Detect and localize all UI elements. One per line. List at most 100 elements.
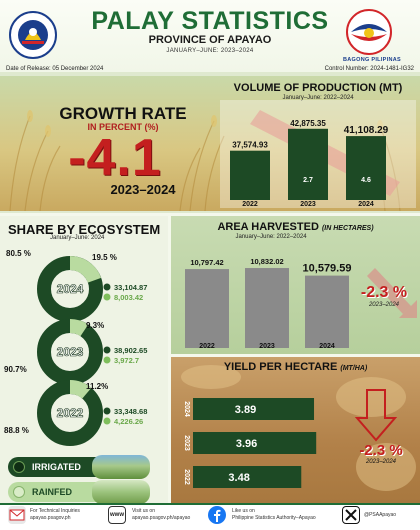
area-year-label: 2022 [199,343,215,350]
area-year-label: 2024 [319,343,335,350]
area-harvested-subtitle: January–June: 2022–2024 [235,234,307,240]
page-title: PALAY STATISTICS [91,7,329,35]
production-year-label: 2024 [358,201,374,208]
facebook-icon[interactable] [208,506,226,524]
irrigated-value: 33,104.87 [114,283,147,292]
legend-irrigated-label: IRRIGATED [32,462,81,472]
bagong-pilipinas-label: BAGONG PILIPINAS [343,57,401,63]
section-divider [0,213,420,216]
donut-rainfed-slice [37,256,103,322]
yield-bar [193,432,317,454]
yield-unit: (MT/HA) [340,365,368,372]
release-date: Date of Release: 05 December 2024 [6,66,104,72]
donut-year-label: 2024 [57,282,84,296]
area-arrow-shape [367,268,411,314]
email-line2: apayao.psagov.ph [30,515,71,521]
page-subtitle: PROVINCE OF APAYAO [148,34,272,46]
production-value-label: 37,574.93 [232,141,268,150]
yield-value-label: 3.96 [236,438,257,450]
yield-bar-chart: 3.89 2024 3.96 2023 3.48 2022 [183,389,398,488]
donut-irrigated-pct: 88.8 % [4,426,29,435]
irrigated-bullet [103,346,111,354]
area-bar [185,269,229,348]
psa-logo-icon [9,11,57,59]
irrigated-value: 38,902.65 [114,346,147,355]
rainfed-value: 4,226.26 [114,417,143,426]
growth-rate-value: -4.1 [68,129,162,187]
area-value-label: 10,579.59 [303,263,352,275]
yield-bar [193,466,302,488]
growth-rate-title: GROWTH RATE [59,104,187,123]
area-value-label: 10,797.42 [190,258,223,267]
facebook-contact[interactable]: Like us on Philippine Statistics Authori… [232,508,316,522]
production-bar [346,136,386,200]
production-value-label: 42,875.35 [290,119,326,128]
web-line2: apayao.psagov.ph/apayao [132,515,191,521]
production-year-label: 2023 [300,201,316,208]
area-bar [245,268,289,348]
rainfed-value: 8,003.42 [114,293,143,302]
rainfed-bullet [103,417,111,425]
area-bar [305,275,349,348]
ecosystem-title: SHARE BY ECOSYSTEM [8,222,161,237]
ecosystem-subtitle: January–June: 2024 [50,235,105,241]
x-handle[interactable]: @PSAApayao [364,512,397,518]
yield-year-label: 2024 [183,401,190,417]
donut-rainfed-pct: 11.2% [86,382,108,391]
section-divider [171,354,420,357]
rainfed-field-image [92,480,150,504]
yield-growth-years: 2023–2024 [365,459,397,465]
area-value-label: 10,832.02 [250,257,283,266]
irrigated-bullet [103,283,111,291]
area-harvested-growth: -2.3 % [360,284,408,301]
yield-title-text: YIELD PER HECTARE [223,361,338,373]
area-harvested-bar-chart: 10,797.42 2022 10,832.02 2023 10,579.59 2024 [185,257,417,350]
production-bar [288,128,328,200]
donut-irrigated-pct: 80.5 % [6,249,31,258]
donut-year-label: 2023 [57,345,84,359]
x-twitter-icon[interactable] [342,506,360,524]
donut-irrigated-pct: 90.7% [4,365,27,374]
area-harvested-unit: (IN HECTARES) [321,225,374,232]
growth-rate-years: 2023–2024 [110,182,176,197]
growth-rate-subtitle: IN PERCENT (%) [87,122,159,132]
control-number: Control Number: 2024-1481-IG32 [324,66,414,72]
donut-rainfed-pct: 19.5 % [92,253,117,262]
production-bar [230,150,270,200]
facebook-line1: Like us on [232,508,255,514]
area-harvested-title: AREA HARVESTED (IN HECTARES) [171,221,420,233]
area-harvested-title-text: AREA HARVESTED [217,221,319,233]
ecosystem-donut-charts: 2024 80.5 % 19.5 % 33,104.878,003.42 2023 90.… [4,249,147,446]
donut-year-label: 2022 [57,406,84,420]
yield-down-arrow-icon [354,389,398,442]
yield-growth: -2.3 % [359,442,403,459]
production-growth-label: 4.6 [361,177,371,184]
production-bar-chart: 37,574.93 2022 42,875.35 2023 2.7 41,108.29 20… [220,100,416,208]
production-value-label: 41,108.29 [344,125,389,136]
yield-year-label: 2022 [183,469,190,485]
email-contact[interactable]: For Technical Inquiries apayao.psagov.ph [30,508,80,522]
rainfed-value: 3,972.7 [114,356,139,365]
yield-value-label: 3.89 [235,404,256,416]
irrigated-bullet [103,407,111,415]
bagong-pilipinas-logo-icon [346,9,392,55]
email-icon[interactable] [8,506,26,524]
web-contact[interactable]: Visit us on apayao.psagov.ph/apayao [132,508,190,522]
irrigated-field-image [92,455,150,479]
donut-rainfed-slice [37,319,103,385]
production-year-label: 2022 [242,201,258,208]
production-chart-subtitle: January–June: 2022–2024 [282,95,354,101]
donut-rainfed-slice [37,380,103,446]
legend-irrigated-swatch [13,461,25,473]
web-icon[interactable]: www [108,506,126,524]
section-divider-vertical [168,213,171,503]
yield-title: YIELD PER HECTARE (MT/HA) [171,361,420,373]
rainfed-bullet [103,293,111,301]
yield-year-label: 2023 [183,435,190,451]
area-year-label: 2023 [259,343,275,350]
irrigated-value: 33,348.68 [114,407,147,416]
web-line1: Visit us on [132,508,155,514]
legend-rainfed-swatch [13,486,25,498]
yield-value-label: 3.48 [228,472,249,484]
